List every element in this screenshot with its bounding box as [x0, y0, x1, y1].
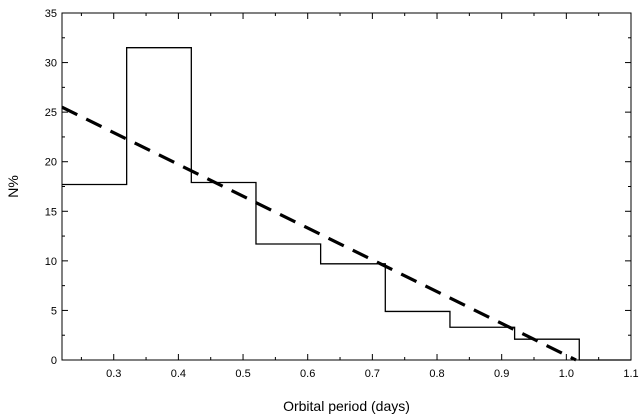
x-tick-label: 0.8: [429, 368, 444, 380]
x-tick-label: 0.7: [365, 368, 380, 380]
y-axis-label: N%: [5, 175, 21, 198]
fit-trend-line: [61, 105, 577, 362]
y-tick-label: 15: [45, 206, 57, 218]
y-tick-label: 30: [45, 58, 57, 70]
x-tick-label: 0.9: [494, 368, 509, 380]
axes-layer: [61, 12, 632, 361]
histogram-layer: [62, 47, 631, 361]
plot-frame: [61, 12, 632, 361]
y-tick-label: 5: [51, 305, 57, 317]
x-tick-label: 0.4: [171, 368, 186, 380]
x-tick-label: 1.1: [623, 368, 638, 380]
y-tick-label: 25: [45, 107, 57, 119]
x-axis-label: Orbital period (days): [283, 398, 410, 414]
y-tick-label: 35: [45, 8, 57, 20]
x-tick-label: 0.6: [300, 368, 315, 380]
histogram-step-line: [62, 47, 631, 361]
y-tick-label: 0: [51, 355, 57, 367]
x-tick-label: 1.0: [559, 368, 574, 380]
y-tick-label: 20: [45, 157, 57, 169]
ticks-layer: 0.3 0.4 0.5 0.6 0.7 0.8 0.9 1.0 1.1 0 5 10 15 20 25 30 3…: [45, 8, 639, 380]
x-tick-label: 0.3: [106, 368, 121, 380]
y-tick-label: 10: [45, 256, 57, 268]
fit-line-layer: [61, 105, 577, 362]
x-tick-label: 0.5: [235, 368, 250, 380]
